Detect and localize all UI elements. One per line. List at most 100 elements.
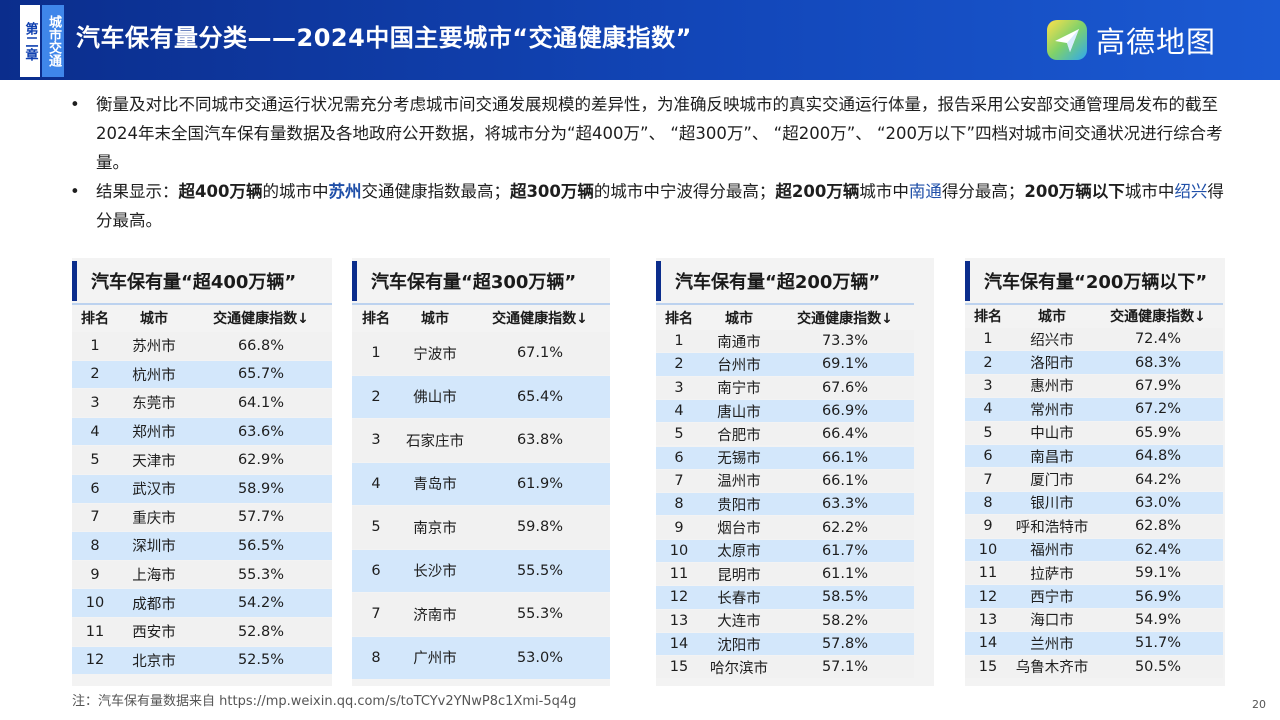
index-cell: 52.8% bbox=[237, 623, 285, 640]
table-row: 1 宁波市 67.1% bbox=[352, 332, 610, 375]
bullet-run: 得分最高； bbox=[941, 182, 1025, 201]
index-cell: 56.9% bbox=[1134, 588, 1182, 605]
city-cell: 济南市 bbox=[413, 607, 457, 624]
table-title-text: 汽车保有量“超200万辆” bbox=[675, 272, 881, 293]
table-row: 1 绍兴市 72.4% bbox=[965, 328, 1223, 351]
page-number: 20 bbox=[1252, 698, 1266, 711]
index-cell: 62.2% bbox=[821, 519, 869, 536]
index-cell: 65.9% bbox=[1134, 424, 1182, 441]
column-header[interactable]: 排名 bbox=[974, 309, 1002, 325]
header-bar: 第二章 城市交通 汽车保有量分类——2024中国主要城市“交通健康指数” 高德地… bbox=[0, 0, 1280, 80]
city-cell: 南通市 bbox=[717, 334, 761, 351]
index-cell: 64.1% bbox=[237, 394, 285, 411]
column-header[interactable]: 排名 bbox=[362, 311, 390, 327]
city-cell: 无锡市 bbox=[717, 451, 761, 468]
rank-cell: 8 bbox=[371, 649, 381, 666]
bullet-run: 超300万辆 bbox=[509, 182, 594, 201]
rank-cell: 4 bbox=[674, 403, 684, 420]
city-cell: 武汉市 bbox=[132, 482, 176, 499]
bullet-1: • 衡量及对比不同城市交通运行状况需充分考虑城市间交通发展规模的差异性，为准确反… bbox=[68, 90, 1238, 177]
index-cell: 58.5% bbox=[821, 589, 869, 606]
index-cell: 57.8% bbox=[821, 636, 869, 653]
city-cell: 常州市 bbox=[1030, 402, 1074, 419]
table-row: 7 厦门市 64.2% bbox=[965, 468, 1223, 491]
table-over-200: 汽车保有量“超200万辆” 排名 城市 交通健康指数↓ 1 南通市 73.3% 2 台州市 69.… bbox=[656, 258, 934, 688]
table-row: 8 广州市 53.0% bbox=[352, 636, 610, 679]
page-title: 汽车保有量分类——2024中国主要城市“交通健康指数” bbox=[76, 24, 692, 52]
index-cell: 73.3% bbox=[821, 333, 869, 350]
rank-cell: 6 bbox=[674, 449, 684, 466]
column-header[interactable]: 排名 bbox=[81, 311, 109, 327]
table-row: 11 西安市 52.8% bbox=[72, 618, 332, 646]
column-header[interactable]: 城市 bbox=[725, 311, 753, 327]
rank-cell: 11 bbox=[978, 565, 998, 582]
index-cell: 61.9% bbox=[516, 475, 564, 492]
rank-cell: 9 bbox=[90, 566, 100, 583]
city-cell: 重庆市 bbox=[132, 510, 176, 527]
rank-cell: 3 bbox=[983, 377, 993, 394]
column-header[interactable]: 交通健康指数↓ bbox=[1110, 309, 1206, 325]
index-cell: 67.6% bbox=[821, 379, 869, 396]
table-row: 10 太原市 61.7% bbox=[656, 539, 914, 562]
index-cell: 59.1% bbox=[1134, 565, 1182, 582]
rank-cell: 6 bbox=[90, 480, 100, 497]
rank-cell: 8 bbox=[983, 494, 993, 511]
city-cell: 太原市 bbox=[717, 544, 761, 561]
city-cell: 西安市 bbox=[132, 625, 176, 642]
rank-cell: 3 bbox=[371, 432, 381, 449]
table-row: 13 海口市 54.9% bbox=[965, 608, 1223, 632]
rank-cell: 2 bbox=[371, 388, 381, 405]
rank-cell: 9 bbox=[674, 519, 684, 536]
table-row: 4 唐山市 66.9% bbox=[656, 399, 914, 423]
index-cell: 66.9% bbox=[821, 403, 869, 420]
index-cell: 67.2% bbox=[1134, 401, 1182, 418]
city-cell: 天津市 bbox=[132, 453, 176, 470]
table-row: 5 中山市 65.9% bbox=[965, 421, 1223, 444]
city-cell: 成都市 bbox=[132, 596, 176, 613]
city-cell: 长春市 bbox=[717, 590, 761, 607]
index-cell: 56.5% bbox=[237, 537, 285, 554]
index-cell: 63.6% bbox=[237, 423, 285, 440]
rank-cell: 10 bbox=[85, 595, 105, 612]
table-over-300: 汽车保有量“超300万辆” 排名 城市 交通健康指数↓ 1 宁波市 67.1% 2 佛山市 65.… bbox=[352, 258, 610, 688]
index-cell: 69.1% bbox=[821, 356, 869, 373]
amap-logo: 高德地图 bbox=[1046, 18, 1216, 62]
index-cell: 59.8% bbox=[516, 519, 564, 536]
index-cell: 66.4% bbox=[821, 426, 869, 443]
table-row: 14 沈阳市 57.8% bbox=[656, 632, 914, 656]
bullet-run: 城市中 bbox=[1124, 182, 1175, 201]
column-header[interactable]: 排名 bbox=[665, 311, 693, 327]
rank-cell: 2 bbox=[674, 356, 684, 373]
table-row: 8 深圳市 56.5% bbox=[72, 532, 332, 560]
rank-cell: 1 bbox=[674, 333, 684, 350]
column-header[interactable]: 城市 bbox=[421, 311, 449, 327]
column-header[interactable]: 城市 bbox=[1038, 309, 1066, 325]
table-title: 汽车保有量“超300万辆” bbox=[352, 258, 576, 304]
index-cell: 58.9% bbox=[237, 480, 285, 497]
index-cell: 62.4% bbox=[1134, 541, 1182, 558]
city-cell: 拉萨市 bbox=[1030, 566, 1074, 583]
table-row: 2 洛阳市 68.3% bbox=[965, 351, 1223, 374]
rank-cell: 6 bbox=[371, 562, 381, 579]
column-header[interactable]: 城市 bbox=[140, 311, 168, 327]
index-cell: 57.1% bbox=[821, 659, 869, 676]
table-row: 4 常州市 67.2% bbox=[965, 398, 1223, 421]
column-header[interactable]: 交通健康指数↓ bbox=[492, 311, 588, 327]
bullet-run: 200万辆以下 bbox=[1024, 182, 1125, 201]
table-row: 11 昆明市 61.1% bbox=[656, 563, 914, 586]
table-row: 15 乌鲁木齐市 50.5% bbox=[965, 655, 1223, 678]
table-over-400: 汽车保有量“超400万辆” 排名 城市 交通健康指数↓ 1 苏州市 66.8% 2 杭州市 65.… bbox=[72, 258, 332, 688]
rank-cell: 3 bbox=[674, 379, 684, 396]
city-cell: 台州市 bbox=[717, 357, 761, 374]
table-row: 3 东莞市 64.1% bbox=[72, 389, 332, 417]
table-row: 9 烟台市 62.2% bbox=[656, 516, 914, 539]
table-row: 15 哈尔滨市 57.1% bbox=[656, 656, 914, 679]
table-row: 6 武汉市 58.9% bbox=[72, 475, 332, 503]
column-header[interactable]: 交通健康指数↓ bbox=[797, 311, 893, 327]
index-cell: 55.3% bbox=[237, 566, 285, 583]
table-title: 汽车保有量“超400万辆” bbox=[72, 258, 296, 304]
city-cell: 南昌市 bbox=[1030, 449, 1074, 466]
column-header[interactable]: 交通健康指数↓ bbox=[213, 311, 309, 327]
amap-logo-text: 高德地图 bbox=[1096, 25, 1217, 59]
bullet-dot: • bbox=[70, 182, 80, 201]
